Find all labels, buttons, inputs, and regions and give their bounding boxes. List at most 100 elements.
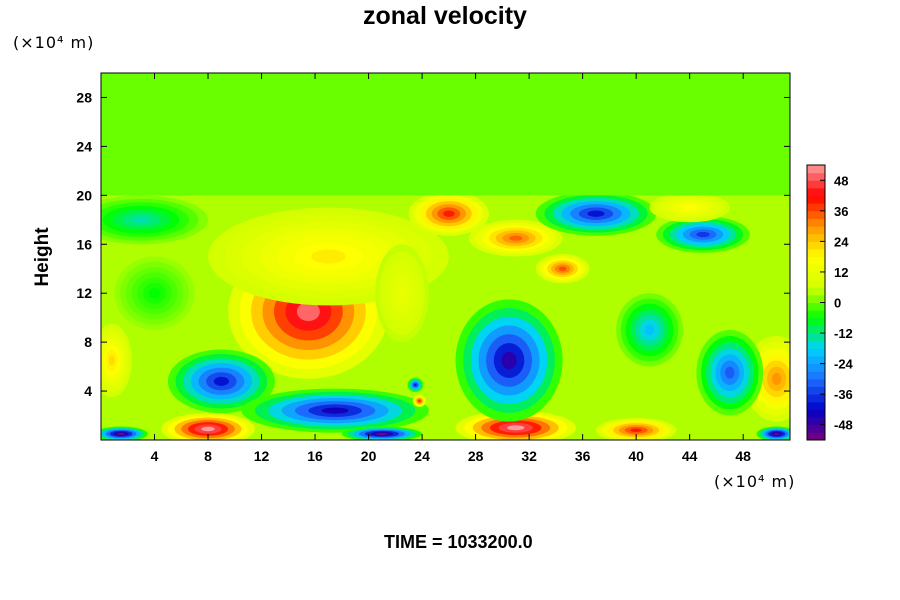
field-feature-9 bbox=[108, 355, 115, 366]
y-tick-label: 24 bbox=[76, 138, 92, 154]
field-feature-19 bbox=[148, 287, 161, 299]
field-feature-7 bbox=[630, 428, 642, 432]
field-feature-10 bbox=[213, 376, 230, 386]
y-axis-unit: (×10⁴ m) bbox=[13, 33, 95, 52]
y-tick-label: 4 bbox=[84, 383, 92, 399]
field-feature-13 bbox=[587, 210, 605, 217]
colorbar-band bbox=[807, 241, 825, 250]
field-feature-23 bbox=[773, 432, 780, 435]
colorbar-band bbox=[807, 210, 825, 219]
x-tick-label: 16 bbox=[307, 448, 323, 464]
x-tick-label: 40 bbox=[628, 448, 644, 464]
colorbar-band bbox=[807, 195, 825, 204]
field-feature-8 bbox=[771, 372, 782, 385]
field-feature-0 bbox=[296, 301, 320, 322]
x-tick-label: 28 bbox=[468, 448, 484, 464]
colorbar-tick-label: -24 bbox=[834, 357, 854, 372]
colorbar-band bbox=[807, 256, 825, 265]
colorbar-band bbox=[807, 264, 825, 273]
field-feature-11 bbox=[321, 407, 349, 414]
colorbar-band bbox=[807, 363, 825, 372]
colorbar-band bbox=[807, 325, 825, 334]
y-tick-label: 8 bbox=[84, 334, 92, 350]
colorbar-band bbox=[807, 287, 825, 296]
colorbar-tick-label: 24 bbox=[834, 234, 849, 249]
field-feature-15 bbox=[725, 366, 735, 379]
colorbar-band bbox=[807, 417, 825, 426]
field-feature-25 bbox=[414, 383, 417, 386]
field-feature-17 bbox=[683, 205, 696, 210]
x-tick-label: 4 bbox=[151, 448, 159, 464]
colorbar-band bbox=[807, 424, 825, 433]
plot-area bbox=[101, 73, 790, 440]
colorbar-tick-label: 0 bbox=[834, 296, 841, 311]
colorbar-band bbox=[807, 294, 825, 303]
colorbar-band bbox=[807, 187, 825, 197]
colorbar-tick-label: 12 bbox=[834, 265, 848, 280]
colorbar-band bbox=[807, 355, 825, 365]
colorbar-tick-label: -48 bbox=[834, 418, 853, 433]
y-tick-label: 16 bbox=[76, 236, 92, 252]
colorbar-band bbox=[807, 302, 825, 311]
colorbar-band bbox=[807, 409, 825, 418]
colorbar-band bbox=[807, 172, 825, 181]
colorbar-band bbox=[807, 218, 825, 227]
x-tick-label: 48 bbox=[735, 448, 751, 464]
x-tick-label: 8 bbox=[204, 448, 212, 464]
colorbar: 48 36 24 12 0 -12 -24 -36 -48 bbox=[806, 164, 854, 441]
field-feature-20 bbox=[131, 216, 151, 224]
colorbar-band bbox=[807, 386, 825, 395]
colorbar-band bbox=[807, 233, 825, 242]
field-feature-12 bbox=[501, 351, 517, 370]
colorbar-band bbox=[807, 249, 825, 258]
x-tick-label: 44 bbox=[682, 448, 698, 464]
x-tick-label: 32 bbox=[521, 448, 537, 464]
field-feature-6 bbox=[507, 425, 525, 431]
y-tick-label: 20 bbox=[76, 187, 92, 203]
field-feature-4 bbox=[558, 266, 567, 271]
colorbar-tick-label: -12 bbox=[834, 326, 853, 341]
colorbar-band bbox=[807, 203, 825, 212]
y-tick-label: 12 bbox=[76, 285, 92, 301]
colorbar-band bbox=[807, 401, 825, 410]
colorbar-band bbox=[807, 317, 825, 326]
colorbar-band bbox=[807, 271, 825, 281]
colorbar-band bbox=[807, 394, 825, 403]
x-axis-unit: (×10⁴ m) bbox=[714, 472, 796, 491]
plot-frame bbox=[100, 72, 791, 441]
field-feature-22 bbox=[376, 432, 388, 435]
colorbar-band bbox=[807, 310, 825, 319]
x-axis-ticks: 4 8 12 16 20 24 28 32 36 40 44 48 bbox=[151, 73, 751, 464]
field-feature-2 bbox=[443, 210, 455, 217]
field-feature-18 bbox=[398, 286, 406, 301]
field-feature-5 bbox=[201, 426, 215, 432]
colorbar-tick-label: 48 bbox=[834, 173, 848, 188]
y-axis-ticks: 4 8 12 16 20 24 28 bbox=[76, 89, 790, 399]
colorbar-tick-label: -36 bbox=[834, 387, 853, 402]
y-tick-label: 28 bbox=[76, 89, 92, 105]
x-tick-label: 20 bbox=[361, 448, 377, 464]
colorbar-band bbox=[807, 340, 825, 349]
colorbar-band bbox=[807, 333, 825, 342]
upper-layer bbox=[101, 73, 790, 196]
colorbar-band bbox=[807, 165, 825, 174]
colorbar-band bbox=[807, 279, 825, 288]
colorbar-band bbox=[807, 226, 825, 235]
field-feature-24 bbox=[418, 399, 421, 402]
field-feature-16 bbox=[644, 324, 655, 336]
colorbar-band bbox=[807, 348, 825, 357]
colorbar-band bbox=[807, 432, 825, 441]
field-feature-3 bbox=[509, 235, 523, 241]
colorbar-band bbox=[807, 371, 825, 380]
chart-title: zonal velocity bbox=[363, 2, 527, 30]
field-feature-1 bbox=[311, 249, 346, 264]
time-label: TIME = 1033200.0 bbox=[384, 532, 533, 552]
colorbar-band bbox=[807, 378, 825, 388]
colorbar-tick-label: 36 bbox=[834, 204, 848, 219]
colorbar-band bbox=[807, 180, 825, 189]
field-feature-14 bbox=[696, 231, 710, 238]
x-tick-label: 12 bbox=[254, 448, 270, 464]
field-feature-21 bbox=[117, 432, 125, 435]
x-tick-label: 36 bbox=[575, 448, 591, 464]
